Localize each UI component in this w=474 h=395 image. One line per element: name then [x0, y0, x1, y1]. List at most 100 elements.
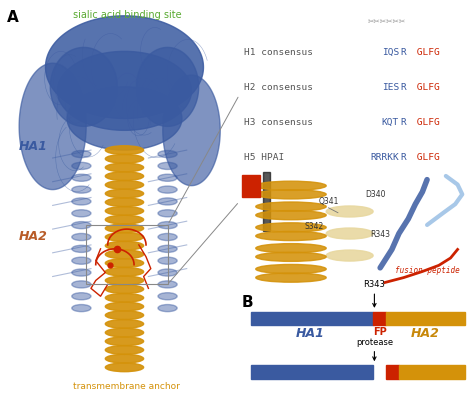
Ellipse shape [158, 233, 177, 241]
Ellipse shape [158, 305, 177, 312]
Text: HA2: HA2 [19, 231, 48, 243]
Text: fusion peptide: fusion peptide [395, 266, 459, 275]
Ellipse shape [105, 337, 144, 346]
Ellipse shape [105, 320, 144, 328]
Text: ✂✂✂✂✂✂: ✂✂✂✂✂✂ [368, 17, 406, 26]
Ellipse shape [158, 245, 177, 252]
Ellipse shape [105, 172, 144, 181]
Bar [386, 312, 465, 325]
Ellipse shape [158, 186, 177, 193]
Ellipse shape [72, 281, 91, 288]
Polygon shape [50, 47, 117, 126]
Text: S342: S342 [305, 222, 324, 231]
Text: GLFG: GLFG [410, 118, 439, 127]
Ellipse shape [72, 162, 91, 169]
Ellipse shape [256, 231, 326, 241]
Text: KQT: KQT [382, 118, 399, 127]
Text: GLFG: GLFG [410, 49, 439, 57]
Ellipse shape [256, 202, 326, 211]
Ellipse shape [105, 163, 144, 172]
Bar [373, 312, 386, 325]
Ellipse shape [105, 276, 144, 285]
Ellipse shape [158, 222, 177, 229]
Ellipse shape [105, 267, 144, 276]
Text: R: R [400, 83, 406, 92]
Ellipse shape [158, 210, 177, 217]
Text: HA1: HA1 [295, 327, 324, 340]
Polygon shape [57, 51, 191, 130]
Ellipse shape [72, 245, 91, 252]
Ellipse shape [256, 181, 326, 190]
Ellipse shape [256, 264, 326, 274]
Ellipse shape [105, 259, 144, 267]
Text: IQS: IQS [382, 49, 399, 57]
Ellipse shape [105, 146, 144, 154]
Ellipse shape [326, 228, 373, 239]
Text: R: R [400, 49, 406, 57]
Ellipse shape [72, 257, 91, 264]
Ellipse shape [72, 150, 91, 158]
Ellipse shape [105, 293, 144, 302]
Ellipse shape [256, 211, 326, 220]
Ellipse shape [72, 186, 91, 193]
Ellipse shape [72, 198, 91, 205]
Ellipse shape [256, 252, 326, 261]
Ellipse shape [105, 215, 144, 224]
Ellipse shape [158, 257, 177, 264]
Ellipse shape [105, 250, 144, 259]
Text: H2 consensus: H2 consensus [244, 83, 313, 92]
Bar [263, 172, 270, 231]
Ellipse shape [158, 281, 177, 288]
Ellipse shape [72, 222, 91, 229]
Text: H3 consensus: H3 consensus [244, 118, 313, 127]
Ellipse shape [105, 233, 144, 241]
Text: GLFG: GLFG [410, 153, 439, 162]
Bar [251, 365, 373, 378]
Bar [399, 365, 465, 378]
Ellipse shape [158, 162, 177, 169]
Polygon shape [163, 75, 220, 186]
Ellipse shape [326, 250, 373, 261]
Text: H1 consensus: H1 consensus [244, 49, 313, 57]
Ellipse shape [256, 273, 326, 282]
Ellipse shape [105, 189, 144, 198]
Ellipse shape [105, 285, 144, 293]
Ellipse shape [105, 346, 144, 354]
Ellipse shape [158, 198, 177, 205]
Text: transmembrane anchor: transmembrane anchor [73, 382, 180, 391]
Ellipse shape [105, 363, 144, 372]
Text: Q341: Q341 [319, 197, 339, 206]
Ellipse shape [158, 174, 177, 181]
Polygon shape [19, 63, 86, 190]
Ellipse shape [105, 311, 144, 320]
Ellipse shape [105, 224, 144, 233]
Text: GLFG: GLFG [410, 83, 439, 92]
Ellipse shape [72, 293, 91, 300]
Text: FP: FP [373, 327, 386, 337]
Ellipse shape [256, 223, 326, 232]
Text: R: R [400, 118, 406, 127]
Text: R343: R343 [364, 280, 385, 289]
Text: IES: IES [382, 83, 399, 92]
Ellipse shape [105, 328, 144, 337]
Text: RRRKK: RRRKK [370, 153, 399, 162]
Text: protease: protease [356, 338, 393, 347]
Text: HA1: HA1 [19, 140, 48, 152]
Ellipse shape [256, 190, 326, 199]
Bar [242, 175, 261, 197]
Text: R343: R343 [370, 230, 390, 239]
Ellipse shape [105, 198, 144, 207]
Ellipse shape [105, 154, 144, 163]
Text: A: A [7, 10, 19, 25]
Ellipse shape [158, 293, 177, 300]
Ellipse shape [326, 206, 373, 217]
Text: sialic acid binding site: sialic acid binding site [73, 10, 181, 20]
Text: B: B [242, 295, 253, 310]
Ellipse shape [105, 241, 144, 250]
Text: HA2: HA2 [411, 327, 440, 340]
Bar [86, 225, 167, 284]
Ellipse shape [158, 150, 177, 158]
Ellipse shape [72, 305, 91, 312]
Bar [386, 365, 399, 378]
Ellipse shape [105, 302, 144, 311]
